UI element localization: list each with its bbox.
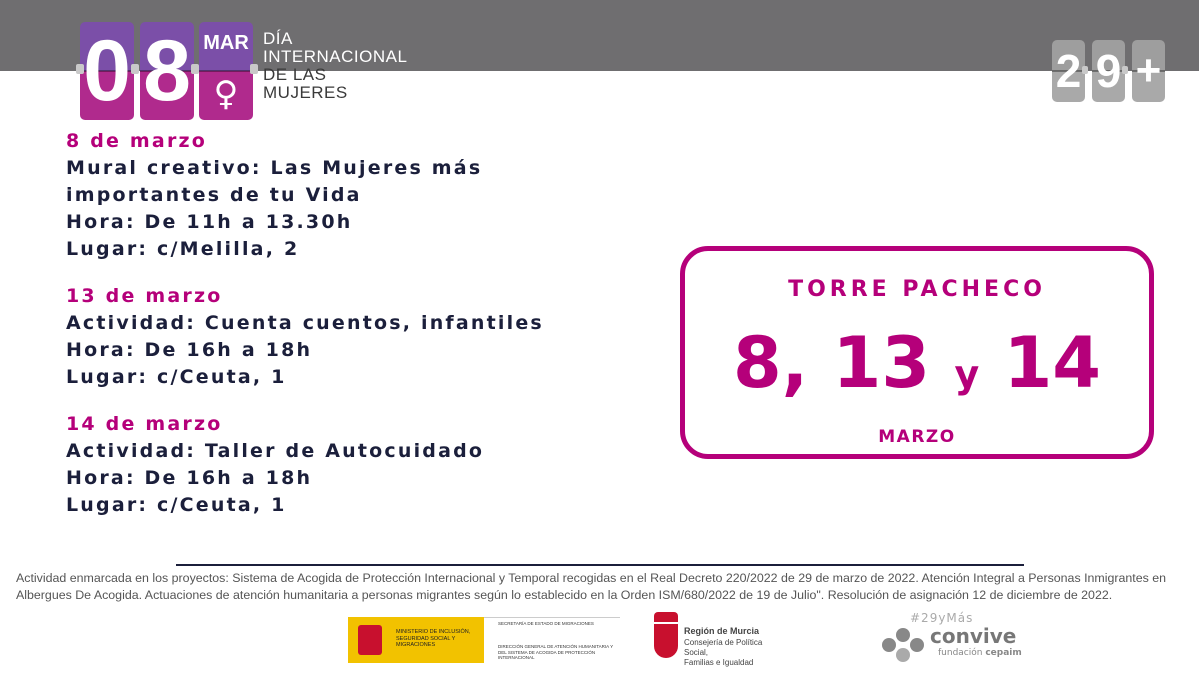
counter-tile-3: + — [1132, 40, 1165, 102]
month-tile: MAR ♀ — [199, 22, 253, 120]
event-item: 8 de marzo Mural creativo: Las Mujeres m… — [66, 128, 666, 263]
ministerio-logo: MINISTERIO DE INCLUSIÓN, SEGURIDAD SOCIA… — [348, 617, 620, 665]
event-title: DÍA INTERNACIONAL DE LAS MUJERES — [263, 29, 408, 102]
day-digit-2: 8 — [143, 22, 191, 119]
counter-tile-1: 2 — [1052, 40, 1085, 102]
divider — [176, 564, 1024, 566]
shield-icon — [654, 624, 678, 658]
coat-of-arms-icon — [348, 617, 392, 663]
day-digit-1: 0 — [83, 22, 131, 119]
card-month: MARZO — [878, 427, 956, 447]
crown-icon — [654, 612, 678, 622]
counter-tile-2: 9 — [1092, 40, 1125, 102]
event-date: 8 de marzo — [66, 130, 208, 152]
events-list: 8 de marzo Mural creativo: Las Mujeres m… — [66, 128, 666, 539]
footnote: Actividad enmarcada en los proyectos: Si… — [16, 571, 1167, 602]
convive-logo: #29yMás convive fundación cepaim — [880, 610, 1030, 670]
event-date: 13 de marzo — [66, 285, 223, 307]
hashtag: #29yMás — [910, 611, 974, 625]
day-tile-2: 8 — [140, 22, 194, 120]
region-murcia-logo: Región de Murcia Consejería de Política … — [652, 612, 782, 670]
date-card: TORRE PACHECO 8, 13 y 14 MARZO — [680, 246, 1154, 459]
card-days: 8, 13 y 14 — [732, 322, 1102, 404]
card-place: TORRE PACHECO — [788, 277, 1046, 302]
event-item: 14 de marzo Actividad: Taller de Autocui… — [66, 411, 666, 519]
event-date: 14 de marzo — [66, 413, 223, 435]
day-tile-1: 0 — [80, 22, 134, 120]
venus-icon: ♀ — [213, 74, 239, 114]
event-item: 13 de marzo Actividad: Cuenta cuentos, i… — [66, 283, 666, 391]
month-abbr: MAR — [203, 32, 249, 54]
